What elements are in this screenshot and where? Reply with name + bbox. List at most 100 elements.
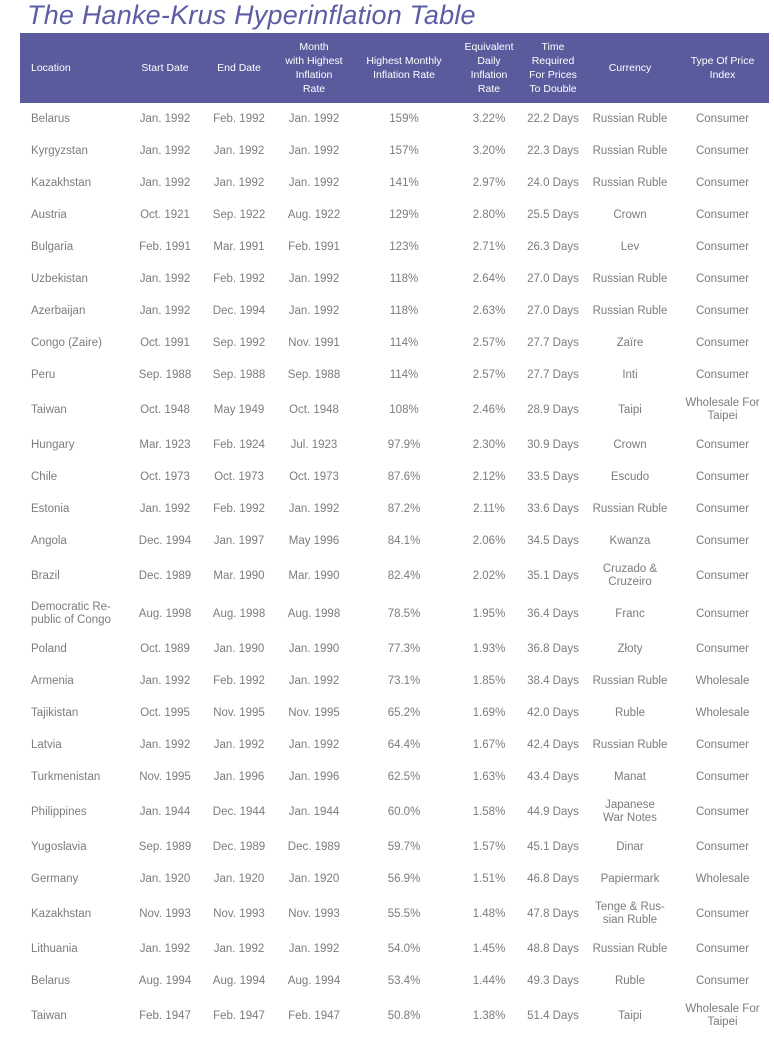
cell-time-required-for-prices-to-double: 45.1 Days (527, 840, 579, 853)
cell-location: Kazakhstan (31, 907, 92, 920)
cell-type-of-price-index: Consumer (695, 176, 750, 189)
table-row: Armenia Jan. 1992 Feb. 1992 Jan. 1992 73… (20, 665, 769, 697)
cell-location: Poland (31, 642, 67, 655)
cell-start-date: Jan. 1992 (139, 272, 191, 285)
cell-start-date: Jan. 1992 (139, 738, 191, 751)
cell-end-date: Jan. 1990 (213, 642, 265, 655)
cell-equivalent-daily-inflation-rate: 2.71% (472, 240, 506, 253)
cell-location: Democratic Re- public of Congo (31, 601, 111, 626)
cell-end-date: Nov. 1993 (213, 907, 265, 920)
cell-time-required-for-prices-to-double: 28.9 Days (527, 403, 579, 416)
cell-start-date: Oct. 1995 (140, 706, 190, 719)
cell-time-required-for-prices-to-double: 34.5 Days (527, 534, 579, 547)
cell-equivalent-daily-inflation-rate: 2.57% (472, 368, 506, 381)
cell-equivalent-daily-inflation-rate: 1.48% (472, 907, 506, 920)
cell-currency: Inti (622, 368, 638, 381)
cell-currency: Złoty (617, 642, 643, 655)
cell-location: Austria (31, 208, 67, 221)
cell-month-with-highest-inflation-rate: Oct. 1973 (289, 470, 339, 483)
cell-start-date: Aug. 1994 (138, 974, 192, 987)
cell-equivalent-daily-inflation-rate: 1.85% (472, 674, 506, 687)
table-row: Azerbaijan Jan. 1992 Dec. 1994 Jan. 1992… (20, 295, 769, 327)
cell-currency: Russian Ruble (592, 272, 668, 285)
cell-currency: Dinar (616, 840, 644, 853)
cell-highest-monthly-inflation-rate: 118% (389, 304, 419, 317)
cell-type-of-price-index: Consumer (695, 770, 750, 783)
table-row: Brazil Dec. 1989 Mar. 1990 Mar. 1990 82.… (20, 557, 769, 595)
cell-currency: Tenge & Rus- sian Ruble (595, 901, 665, 926)
column-header-location: Location (20, 33, 128, 103)
cell-location: Tajikistan (31, 706, 79, 719)
cell-time-required-for-prices-to-double: 44.9 Days (527, 805, 579, 818)
column-header-end-date: End Date (202, 33, 276, 103)
cell-location: Lithuania (31, 942, 78, 955)
cell-highest-monthly-inflation-rate: 157% (389, 144, 419, 157)
table-row: Kazakhstan Jan. 1992 Jan. 1992 Jan. 1992… (20, 167, 769, 199)
cell-currency: Kwanza (609, 534, 651, 547)
cell-equivalent-daily-inflation-rate: 2.11% (473, 502, 505, 515)
cell-start-date: Jan. 1944 (139, 805, 191, 818)
cell-start-date: Oct. 1991 (140, 336, 190, 349)
table-row: Estonia Jan. 1992 Feb. 1992 Jan. 1992 87… (20, 493, 769, 525)
cell-start-date: Feb. 1991 (139, 240, 191, 253)
cell-end-date: Feb. 1992 (213, 502, 265, 515)
cell-month-with-highest-inflation-rate: Feb. 1991 (288, 240, 340, 253)
cell-month-with-highest-inflation-rate: Nov. 1991 (288, 336, 340, 349)
cell-start-date: Jan. 1992 (139, 112, 191, 125)
cell-location: Yugoslavia (31, 840, 87, 853)
cell-month-with-highest-inflation-rate: Dec. 1989 (287, 840, 341, 853)
cell-highest-monthly-inflation-rate: 65.2% (387, 706, 421, 719)
cell-currency: Russian Ruble (592, 502, 668, 515)
cell-equivalent-daily-inflation-rate: 2.46% (472, 403, 506, 416)
cell-type-of-price-index: Consumer (695, 240, 750, 253)
cell-type-of-price-index: Consumer (695, 534, 750, 547)
cell-highest-monthly-inflation-rate: 87.6% (387, 470, 421, 483)
cell-highest-monthly-inflation-rate: 123% (389, 240, 419, 253)
cell-end-date: Jan. 1996 (213, 770, 265, 783)
cell-location: Chile (31, 470, 58, 483)
cell-end-date: Dec. 1994 (212, 304, 266, 317)
cell-time-required-for-prices-to-double: 42.0 Days (527, 706, 579, 719)
cell-type-of-price-index: Consumer (695, 942, 750, 955)
cell-start-date: Nov. 1995 (139, 770, 191, 783)
cell-currency: Lev (620, 240, 640, 253)
column-header-equivalent-daily-inflation-rate: Equivalent Daily Inflation Rate (456, 33, 522, 103)
cell-highest-monthly-inflation-rate: 50.8% (387, 1009, 421, 1022)
cell-start-date: Oct. 1921 (140, 208, 190, 221)
cell-location: Bulgaria (31, 240, 74, 253)
cell-type-of-price-index: Consumer (695, 304, 750, 317)
cell-currency: Russian Ruble (592, 112, 668, 125)
cell-time-required-for-prices-to-double: 27.0 Days (527, 272, 579, 285)
cell-currency: Taipi (618, 403, 642, 416)
cell-start-date: Jan. 1992 (139, 176, 191, 189)
cell-time-required-for-prices-to-double: 27.0 Days (527, 304, 579, 317)
cell-type-of-price-index: Consumer (695, 569, 750, 582)
cell-time-required-for-prices-to-double: 48.8 Days (527, 942, 579, 955)
cell-month-with-highest-inflation-rate: Aug. 1922 (287, 208, 341, 221)
cell-currency: Japanese War Notes (603, 799, 657, 824)
table-row: Taiwan Oct. 1948 May 1949 Oct. 1948 108%… (20, 391, 769, 429)
table-header: Location Start Date End Date Month with … (20, 33, 769, 103)
cell-type-of-price-index: Wholesale (695, 706, 750, 719)
cell-equivalent-daily-inflation-rate: 1.51% (472, 872, 506, 885)
cell-currency: Taipi (618, 1009, 642, 1022)
cell-end-date: Nov. 1995 (213, 706, 265, 719)
cell-type-of-price-index: Consumer (695, 144, 750, 157)
cell-time-required-for-prices-to-double: 43.4 Days (527, 770, 579, 783)
column-header-time-required-for-prices-to-double: Time Required For Prices To Double (522, 33, 584, 103)
cell-equivalent-daily-inflation-rate: 1.93% (472, 642, 506, 655)
cell-type-of-price-index: Consumer (695, 272, 750, 285)
cell-location: Belarus (31, 974, 70, 987)
cell-time-required-for-prices-to-double: 33.6 Days (527, 502, 579, 515)
table-row: Congo (Zaire) Oct. 1991 Sep. 1992 Nov. 1… (20, 327, 769, 359)
cell-end-date: Dec. 1944 (212, 805, 266, 818)
cell-month-with-highest-inflation-rate: Jan. 1992 (288, 502, 340, 515)
cell-type-of-price-index: Consumer (695, 368, 750, 381)
cell-end-date: Aug. 1994 (212, 974, 266, 987)
cell-currency: Russian Ruble (592, 738, 668, 751)
cell-type-of-price-index: Consumer (695, 208, 750, 221)
table-row: Bulgaria Feb. 1991 Mar. 1991 Feb. 1991 1… (20, 231, 769, 263)
cell-highest-monthly-inflation-rate: 55.5% (387, 907, 421, 920)
cell-equivalent-daily-inflation-rate: 1.67% (472, 738, 506, 751)
